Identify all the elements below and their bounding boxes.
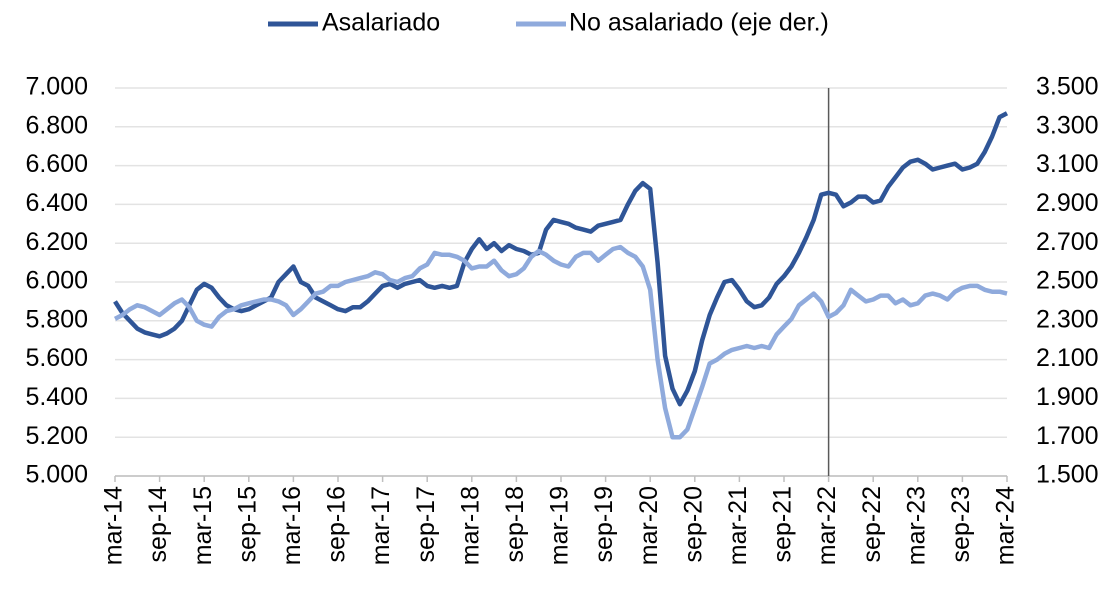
x-tick-label: sep-17 (412, 486, 440, 562)
y2-tick-label: 2.500 (1036, 267, 1099, 295)
y-tick-label: 5.800 (25, 305, 88, 333)
x-tick-label: sep-18 (501, 486, 529, 562)
x-tick-label: sep-19 (590, 486, 618, 562)
y2-tick-label: 1.500 (1036, 461, 1099, 489)
y2-tick-label: 1.700 (1036, 422, 1099, 450)
x-tick-label: sep-22 (858, 486, 886, 562)
x-tick-label: mar-15 (189, 486, 217, 565)
y-tick-label: 5.600 (25, 344, 88, 372)
y2-tick-label: 2.900 (1036, 189, 1099, 217)
y2-tick-label: 2.100 (1036, 344, 1099, 372)
y2-tick-label: 1.900 (1036, 383, 1099, 411)
y-tick-label: 7.000 (25, 73, 88, 101)
y2-tick-label: 2.300 (1036, 305, 1099, 333)
x-tick-label: sep-23 (947, 486, 975, 562)
x-tick-label: mar-20 (635, 486, 663, 565)
x-tick-label: mar-21 (724, 486, 752, 565)
y2-tick-label: 3.500 (1036, 73, 1099, 101)
y-tick-label: 6.200 (25, 228, 88, 256)
y-tick-label: 5.200 (25, 422, 88, 450)
y-tick-label: 6.800 (25, 111, 88, 139)
x-tick-label: mar-24 (992, 486, 1020, 565)
y-tick-label: 6.400 (25, 189, 88, 217)
y-tick-label: 5.400 (25, 383, 88, 411)
x-tick-label: mar-18 (456, 486, 484, 565)
x-tick-label: mar-17 (367, 486, 395, 565)
x-tick-label: mar-19 (546, 486, 574, 565)
y-tick-label: 6.000 (25, 267, 88, 295)
x-tick-label: mar-16 (278, 486, 306, 565)
x-tick-label: sep-21 (769, 486, 797, 562)
y2-tick-label: 3.100 (1036, 150, 1099, 178)
x-tick-label: sep-14 (144, 486, 172, 563)
y2-tick-label: 2.700 (1036, 228, 1099, 256)
y-tick-label: 6.600 (25, 150, 88, 178)
legend-label: No asalariado (eje der.) (569, 9, 829, 37)
x-tick-label: mar-23 (902, 486, 930, 565)
x-tick-label: sep-16 (323, 486, 351, 562)
y-tick-label: 5.000 (25, 461, 88, 489)
x-tick-label: mar-14 (100, 486, 128, 565)
series-line (113, 111, 1009, 407)
series-line (113, 244, 1008, 440)
x-tick-label: mar-22 (813, 486, 841, 565)
y2-tick-label: 3.300 (1036, 111, 1099, 139)
x-tick-label: sep-20 (679, 486, 707, 562)
x-tick-label: sep-15 (233, 486, 261, 562)
legend-label: Asalariado (322, 9, 440, 37)
